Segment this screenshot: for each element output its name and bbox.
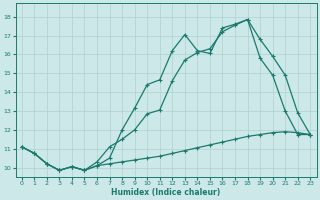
- X-axis label: Humidex (Indice chaleur): Humidex (Indice chaleur): [111, 188, 221, 197]
